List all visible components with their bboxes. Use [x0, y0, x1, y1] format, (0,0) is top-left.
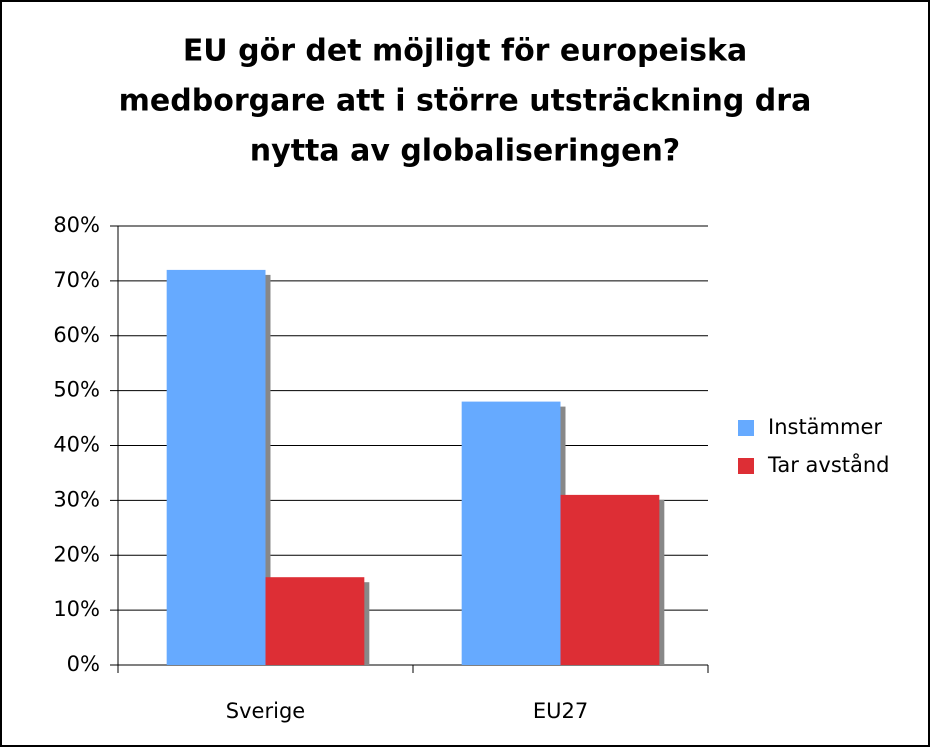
y-tick-label: 0% [67, 652, 100, 676]
bar [560, 494, 660, 665]
bar [265, 577, 365, 665]
y-tick-label: 20% [53, 542, 100, 566]
y-tick-label: 30% [53, 487, 100, 511]
chart-title: EU gör det möjligt för europeiska [183, 34, 747, 69]
bar [166, 269, 266, 665]
y-tick-label: 70% [53, 268, 100, 292]
y-tick-label: 60% [53, 323, 100, 347]
bar [461, 401, 561, 665]
legend-label: Instämmer [768, 415, 882, 439]
y-tick-label: 10% [53, 597, 100, 621]
y-tick-label: 80% [53, 213, 100, 237]
legend-swatch [738, 458, 754, 474]
y-tick-label: 40% [53, 433, 100, 457]
legend-swatch [738, 420, 754, 436]
legend-label: Tar avstånd [767, 452, 890, 477]
chart-title: medborgare att i större utsträckning dra [119, 84, 812, 119]
y-tick-label: 50% [53, 378, 100, 402]
x-tick-label: EU27 [533, 699, 588, 723]
x-tick-label: Sverige [226, 699, 305, 723]
chart-title: nytta av globaliseringen? [250, 134, 680, 169]
